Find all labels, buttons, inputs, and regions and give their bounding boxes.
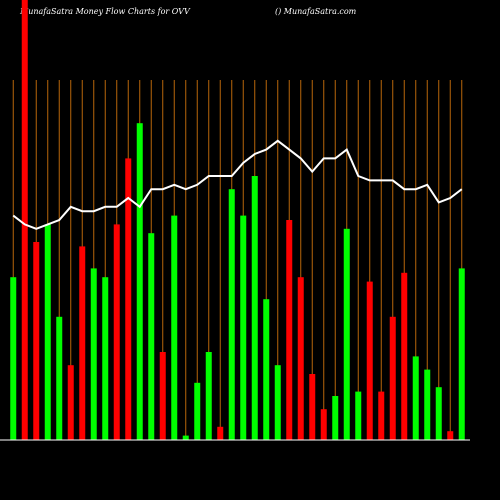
line — [12, 139, 463, 230]
bar — [228, 189, 235, 440]
bar — [21, 0, 28, 440]
bar — [56, 316, 63, 440]
bar — [79, 246, 86, 440]
bar — [424, 369, 431, 440]
bar — [401, 272, 408, 440]
bar — [33, 242, 40, 440]
bar — [297, 277, 304, 440]
bar — [458, 268, 465, 440]
bar — [90, 268, 97, 440]
bar — [435, 387, 442, 440]
bar — [355, 391, 362, 440]
bar — [320, 409, 327, 440]
bar — [251, 176, 258, 440]
bar — [378, 391, 385, 440]
bar — [366, 281, 373, 440]
bar — [240, 215, 247, 440]
bar — [44, 224, 51, 440]
bar — [309, 374, 316, 440]
bar — [10, 277, 17, 440]
bar — [205, 352, 212, 440]
bar — [447, 431, 454, 440]
bar — [217, 426, 224, 440]
bar — [274, 365, 281, 440]
bar — [389, 316, 396, 440]
chart-subtitle: () MunafaSatra.com — [275, 7, 357, 16]
bar — [194, 382, 201, 440]
bar — [343, 228, 350, 440]
bar — [332, 396, 339, 440]
bar — [286, 220, 293, 440]
bar — [263, 299, 270, 440]
bar — [113, 224, 120, 440]
chart-title: MunafaSatra Money Flow Charts for OVV — [19, 7, 191, 16]
bar — [102, 277, 109, 440]
bar — [171, 215, 178, 440]
bar — [67, 365, 74, 440]
bar — [412, 356, 419, 440]
bar — [125, 158, 132, 440]
bar — [182, 435, 189, 440]
bar — [159, 352, 166, 440]
bar — [136, 123, 143, 440]
bar — [148, 233, 155, 440]
